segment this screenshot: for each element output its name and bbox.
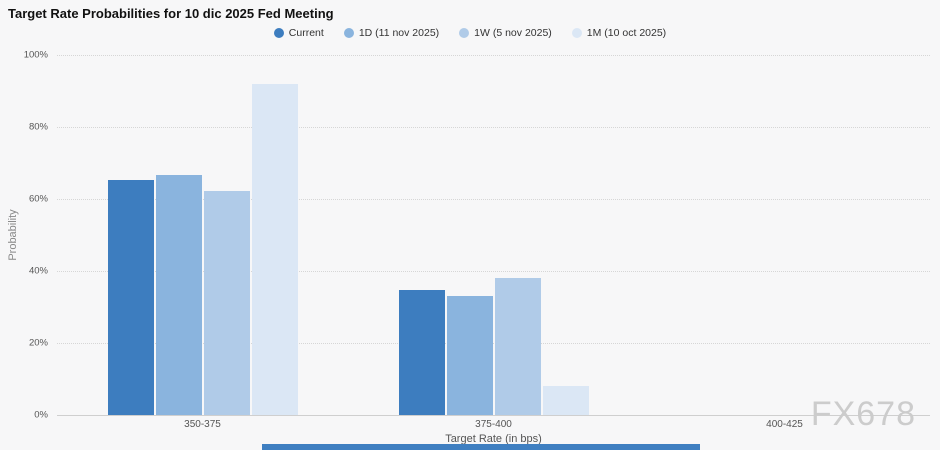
y-gridline [57,55,930,56]
legend-label: 1M (10 oct 2025) [586,27,667,39]
bar-1w-350-375[interactable] [203,191,250,415]
bar-1d-350-375[interactable] [155,174,202,415]
legend-label: 1D (11 nov 2025) [358,27,440,39]
bar-group [348,55,639,415]
bar-1w-375-400[interactable] [494,278,541,415]
legend-marker-icon [273,28,284,38]
x-axis-title: Target Rate (in bps) [445,433,542,445]
x-tick-label: 350-375 [184,419,221,430]
y-tick-label: 20% [28,337,48,349]
legend-marker-icon [343,28,354,38]
x-tick-label: 400-425 [766,419,803,430]
x-tick-label: 375-400 [475,419,512,430]
bar-current-375-400[interactable] [398,290,445,415]
y-gridline [57,271,930,272]
y-gridline [57,343,930,344]
y-axis: 0% 20% 40% 60% 80% 100% [0,50,50,421]
watermark: FX678 [810,395,916,433]
legend: Current 1D (11 nov 2025) 1W (5 nov 2025) 1M… [0,27,940,39]
bar-1m-375-400[interactable] [542,385,589,415]
legend-item[interactable]: 1W (5 nov 2025) [459,27,552,39]
y-tick-label: 100% [23,49,48,61]
legend-label: 1W (5 nov 2025) [474,27,552,39]
chart-title: Target Rate Probabilities for 10 dic 202… [8,6,334,21]
bar-1m-350-375[interactable] [251,84,298,415]
y-gridline [57,415,930,416]
y-tick-label: 40% [28,265,48,277]
y-gridline [57,127,930,128]
y-gridline [57,199,930,200]
x-axis-labels: 350-375 375-400 400-425 [57,419,930,430]
plot-area [57,55,930,416]
horizontal-scrollbar-thumb[interactable] [262,444,700,450]
legend-item[interactable]: 1M (10 oct 2025) [571,27,667,39]
legend-item[interactable]: Current [273,27,324,39]
y-tick-label: 80% [28,121,48,133]
bar-1d-375-400[interactable] [446,295,493,415]
bar-group [57,55,348,415]
legend-marker-icon [571,28,582,38]
bar-current-350-375[interactable] [107,179,154,415]
bar-group [639,55,930,415]
y-tick-label: 60% [28,193,48,205]
legend-marker-icon [459,28,470,38]
y-tick-label: 0% [34,409,48,421]
bar-groups [57,55,930,415]
legend-item[interactable]: 1D (11 nov 2025) [343,27,440,39]
legend-label: Current [288,27,324,39]
